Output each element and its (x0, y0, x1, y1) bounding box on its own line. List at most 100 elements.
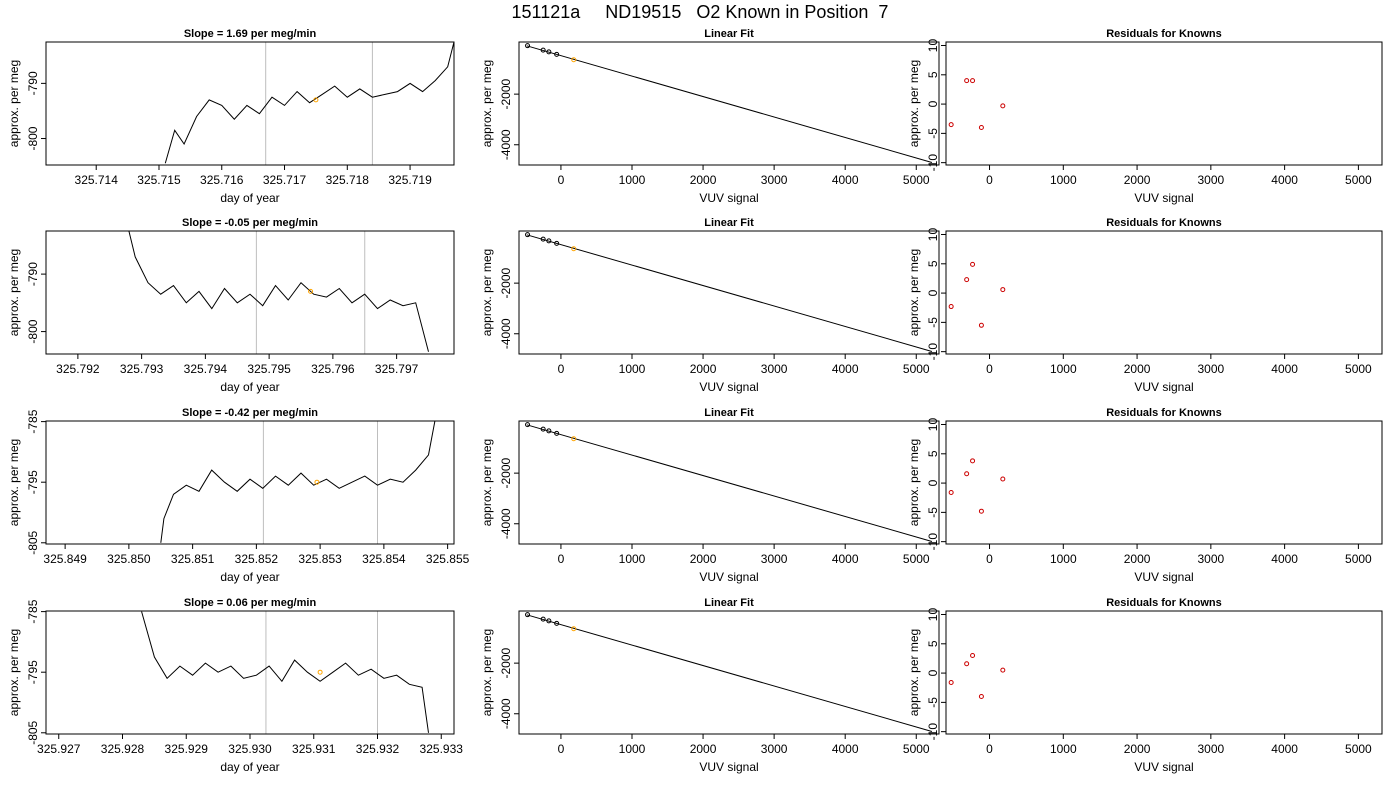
plot-area (948, 653, 1006, 700)
x-tick-label: 5000 (903, 173, 930, 187)
x-tick-label: 1000 (1050, 742, 1077, 756)
y-axis-label: approx. per meg (7, 439, 21, 526)
chart-panel (514, 41, 940, 170)
plot-area (525, 422, 933, 542)
y-tick-label: -800 (26, 126, 40, 150)
x-tick-label: 4000 (1271, 552, 1298, 566)
plot-area (948, 458, 1006, 514)
plot-area (128, 231, 429, 354)
plot-frame (518, 610, 940, 735)
residual-point (964, 661, 970, 667)
plot-frame (45, 610, 455, 735)
x-tick-label: 0 (986, 552, 993, 566)
residual-point (978, 322, 984, 328)
x-tick-label: 2000 (1124, 742, 1151, 756)
plot-frame (945, 230, 1383, 355)
plot-frame (518, 230, 940, 355)
y-tick-label: -5 (926, 507, 940, 518)
residual-point (970, 78, 976, 84)
chart-title: Slope = 1.69 per meg/min (184, 28, 317, 40)
y-axis-label: approx. per meg (7, 629, 21, 716)
y-axis-label: approx. per meg (7, 60, 21, 147)
x-axis-label: day of year (220, 570, 279, 584)
known-point (546, 238, 552, 244)
y-axis-label: approx. per meg (480, 439, 494, 526)
chart-panel (941, 420, 1383, 549)
x-tick-label: 2000 (690, 362, 717, 376)
x-tick-label: 5000 (903, 742, 930, 756)
y-axis-label: approx. per meg (480, 249, 494, 336)
plot-frame (945, 610, 1383, 735)
y-tick-label: 10 (926, 228, 940, 242)
x-tick-label: 0 (558, 362, 565, 376)
x-tick-label: 0 (986, 173, 993, 187)
y-axis-label: approx. per meg (907, 249, 921, 336)
x-tick-label: 2000 (690, 173, 717, 187)
x-tick-label: 0 (558, 742, 565, 756)
y-tick-label: -10 (926, 533, 940, 551)
chart-title: Residuals for Knowns (1106, 28, 1222, 40)
x-axis-label: day of year (220, 760, 279, 774)
x-tick-label: 5000 (1345, 552, 1372, 566)
y-axis-label: approx. per meg (7, 249, 21, 336)
y-tick-label: -795 (26, 660, 40, 684)
data-series-line (160, 421, 436, 543)
x-axis-label: day of year (220, 191, 279, 205)
data-series-line (128, 231, 429, 352)
x-tick-label: 3000 (761, 362, 788, 376)
y-tick-label: -805 (26, 720, 40, 744)
x-tick-label: 3000 (1197, 362, 1224, 376)
chart-panel (941, 610, 1383, 739)
plot-frame (518, 420, 940, 545)
x-tick-label: 2000 (1124, 552, 1151, 566)
x-tick-label: 3000 (1197, 552, 1224, 566)
x-tick-label: 325.851 (171, 552, 215, 566)
x-tick-label: 325.793 (120, 362, 164, 376)
x-tick-label: 325.928 (101, 742, 145, 756)
x-tick-label: 4000 (1271, 173, 1298, 187)
y-tick-label: -5 (926, 317, 940, 328)
x-axis-label: VUV signal (1134, 380, 1193, 394)
chart-title: Residuals for Knowns (1106, 217, 1222, 229)
x-axis-label: VUV signal (699, 380, 758, 394)
x-tick-label: 325.714 (75, 173, 119, 187)
plot-area (525, 43, 933, 163)
x-axis-label: day of year (220, 380, 279, 394)
y-tick-label: 5 (926, 260, 940, 267)
y-tick-label: 5 (926, 450, 940, 457)
x-tick-label: 325.717 (263, 173, 307, 187)
x-tick-label: 2000 (690, 742, 717, 756)
x-tick-label: 2000 (1124, 362, 1151, 376)
x-tick-label: 0 (558, 552, 565, 566)
chart-panel (41, 41, 455, 170)
chart-panel (41, 230, 455, 359)
x-tick-label: 325.716 (200, 173, 244, 187)
plot-frame (45, 420, 455, 545)
x-tick-label: 2000 (690, 552, 717, 566)
x-axis-label: VUV signal (1134, 570, 1193, 584)
y-axis-label: approx. per meg (907, 629, 921, 716)
x-tick-label: 0 (558, 173, 565, 187)
residual-point (1000, 667, 1006, 673)
plot-frame (45, 230, 455, 355)
plot-area (164, 42, 454, 165)
x-tick-label: 2000 (1124, 173, 1151, 187)
x-tick-label: 1000 (619, 552, 646, 566)
x-tick-label: 4000 (832, 742, 859, 756)
residual-point (964, 471, 970, 477)
x-tick-label: 4000 (1271, 362, 1298, 376)
y-axis-label: approx. per meg (480, 60, 494, 147)
y-tick-label: 10 (926, 418, 940, 432)
x-tick-label: 3000 (1197, 742, 1224, 756)
x-tick-label: 1000 (619, 362, 646, 376)
known-point (554, 430, 560, 436)
y-axis-label: approx. per meg (480, 629, 494, 716)
x-tick-label: 325.853 (298, 552, 342, 566)
x-tick-label: 1000 (619, 742, 646, 756)
known-point (525, 612, 531, 618)
y-tick-label: 0 (926, 669, 940, 676)
y-tick-label: -2000 (499, 78, 513, 109)
data-series-line (164, 42, 454, 164)
known-point (525, 43, 531, 49)
fit-line (526, 424, 933, 542)
